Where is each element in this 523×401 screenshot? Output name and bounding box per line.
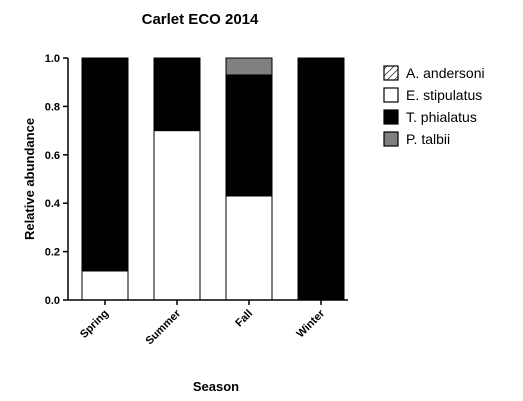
bar-segment xyxy=(225,57,273,76)
legend-label: A. andersoni xyxy=(406,65,485,81)
legend-label: T. phialatus xyxy=(406,109,477,125)
legend: A. andersoni E. stipulatus T. phialatus P. … xyxy=(383,65,485,147)
x-axis: Spring Summer Fall Winter xyxy=(68,299,348,347)
bar-segment xyxy=(81,270,129,301)
x-tick-label: Winter xyxy=(295,307,328,340)
bar-segment xyxy=(153,57,201,132)
y-tick-label: 0.6 xyxy=(45,150,60,162)
bar-segment xyxy=(225,195,273,301)
legend-swatch xyxy=(383,131,399,147)
y-tick-label: 0.0 xyxy=(45,295,60,307)
bar-segment xyxy=(297,57,345,301)
x-axis-label: Season xyxy=(193,379,239,394)
legend-swatch xyxy=(383,109,399,125)
y-tick-label: 0.2 xyxy=(45,247,60,259)
x-tick-label: Spring xyxy=(78,308,111,341)
x-tick-label: Summer xyxy=(144,307,184,347)
y-axis-label: Relative abundance xyxy=(22,118,37,240)
x-tick-label: Fall xyxy=(233,308,255,330)
legend-label: E. stipulatus xyxy=(406,87,482,103)
y-tick-label: 1.0 xyxy=(45,53,60,65)
y-axis: 0.0 0.2 0.4 0.6 0.8 1.0 xyxy=(45,53,69,307)
legend-swatch xyxy=(383,87,399,103)
y-tick-label: 0.8 xyxy=(45,101,60,113)
legend-label: P. talbii xyxy=(406,131,450,147)
legend-swatch xyxy=(383,65,399,81)
bar-segment xyxy=(225,74,273,197)
bar-segment xyxy=(81,57,129,272)
y-tick-label: 0.4 xyxy=(45,198,61,210)
bar-segment xyxy=(153,130,201,301)
chart-title: Carlet ECO 2014 xyxy=(142,11,259,28)
plot-area xyxy=(81,57,345,301)
